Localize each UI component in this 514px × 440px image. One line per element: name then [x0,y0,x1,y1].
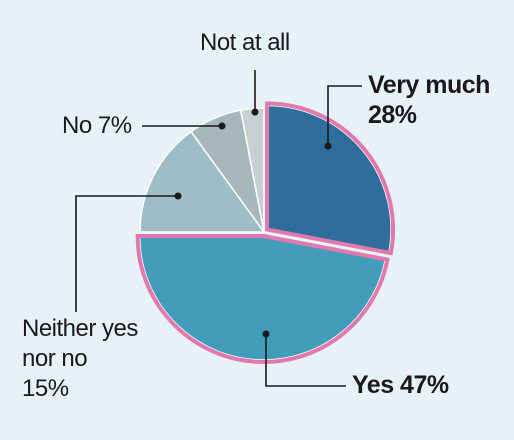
highlight-outline-very-much [265,101,396,256]
label-neither: Neither yes nor no 15% [22,315,138,402]
dot-no [218,122,226,130]
pie-slice-not-at-all [239,107,265,233]
leader-neither [75,195,178,312]
pie-slice-yes [138,235,387,361]
dot-yes [262,330,270,338]
label-very-much: Very much 28% [368,71,490,129]
label-not-at-all: Not at all [200,29,290,56]
highlight-outline-yes [135,233,390,364]
leader-yes [265,334,346,387]
dot-neither [174,192,182,200]
leader-very-much [327,85,362,146]
label-no: No 7% [62,112,132,139]
pie-slice-neither-yes-nor-no [139,130,266,233]
dot-not-at-all [251,108,259,116]
label-yes: Yes 47% [352,371,449,399]
dot-very-much [324,142,332,150]
